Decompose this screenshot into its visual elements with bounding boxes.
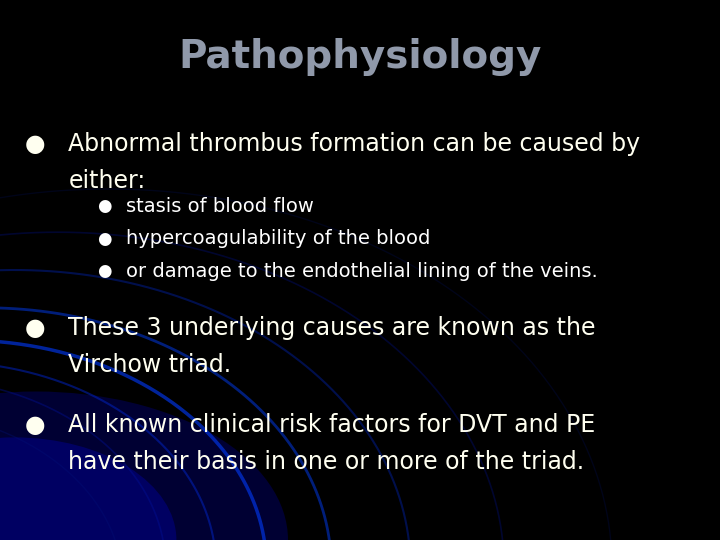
Text: have their basis in one or more of the triad.: have their basis in one or more of the t… bbox=[68, 450, 585, 474]
Text: hypercoagulability of the blood: hypercoagulability of the blood bbox=[126, 230, 431, 248]
Text: These 3 underlying causes are known as the: These 3 underlying causes are known as t… bbox=[68, 316, 596, 340]
Text: Virchow triad.: Virchow triad. bbox=[68, 353, 232, 376]
Ellipse shape bbox=[0, 437, 176, 540]
Text: Pathophysiology: Pathophysiology bbox=[179, 38, 541, 76]
Text: ●: ● bbox=[97, 230, 112, 247]
Text: All known clinical risk factors for DVT and PE: All known clinical risk factors for DVT … bbox=[68, 413, 595, 437]
Text: ●: ● bbox=[97, 262, 112, 280]
Text: Abnormal thrombus formation can be caused by: Abnormal thrombus formation can be cause… bbox=[68, 132, 641, 156]
Text: ●: ● bbox=[25, 132, 46, 156]
Ellipse shape bbox=[0, 392, 288, 540]
Text: either:: either: bbox=[68, 169, 145, 193]
Text: or damage to the endothelial lining of the veins.: or damage to the endothelial lining of t… bbox=[126, 262, 598, 281]
Text: stasis of blood flow: stasis of blood flow bbox=[126, 197, 314, 216]
Text: ●: ● bbox=[97, 197, 112, 215]
Text: ●: ● bbox=[25, 413, 46, 437]
Text: ●: ● bbox=[25, 316, 46, 340]
